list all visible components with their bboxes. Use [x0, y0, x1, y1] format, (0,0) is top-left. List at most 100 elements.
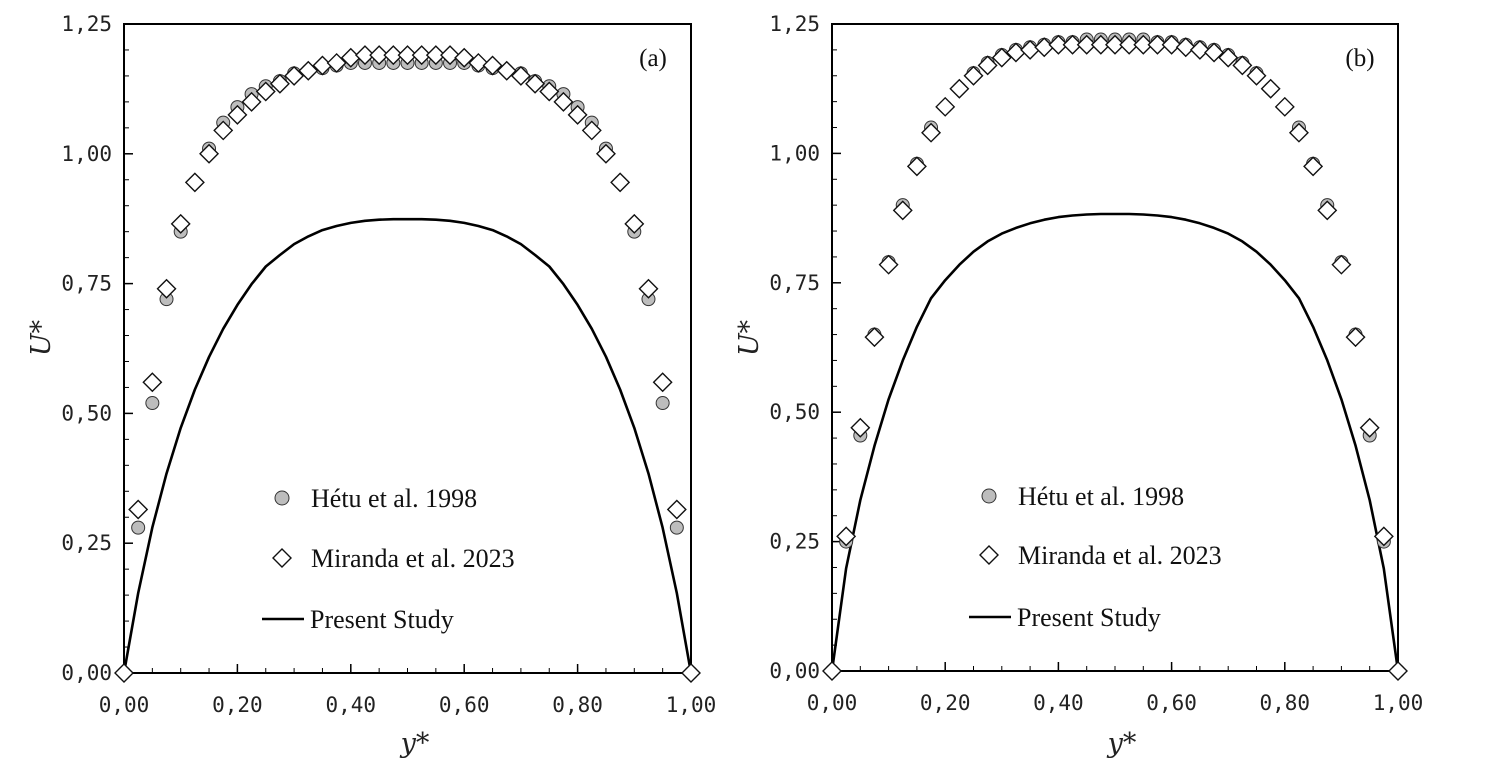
series-line-present-study [830, 212, 1400, 672]
data-point-miranda [1359, 417, 1380, 438]
y-tick-label: 0,50 [61, 401, 112, 425]
data-point-miranda [1218, 47, 1239, 68]
data-point-miranda [595, 143, 616, 164]
data-point-miranda [822, 661, 842, 681]
data-point-miranda [1105, 34, 1125, 55]
data-point-miranda [525, 73, 546, 94]
data-point-miranda [539, 81, 560, 102]
data-point-miranda [1317, 200, 1338, 221]
data-point-miranda [1204, 42, 1225, 63]
y-tick-label: 0,00 [769, 659, 820, 683]
data-point-miranda [170, 213, 191, 234]
data-point-miranda [1076, 34, 1097, 55]
y-axis-title: U* [734, 319, 765, 356]
data-point-miranda [921, 122, 942, 143]
series-line-present-study [122, 217, 693, 674]
data-point-miranda [510, 65, 531, 86]
data-point-miranda [269, 73, 290, 94]
chart-panel-a: 0,00 0,25 0,50 0,75 1,00 1,25 0,00 0,20 0,40 0,60… [26, 12, 716, 759]
data-point-hetu [131, 520, 146, 535]
y-tick-label: 1,25 [769, 12, 820, 36]
data-point-miranda [1232, 55, 1253, 76]
x-tick-label: 0,80 [552, 693, 603, 717]
data-point-miranda [496, 60, 517, 81]
data-point-miranda [1090, 34, 1111, 55]
legend-label: Miranda et al. 2023 [1018, 541, 1222, 570]
data-point-miranda [227, 104, 248, 125]
data-point-miranda [864, 327, 885, 348]
data-point-miranda [1388, 661, 1408, 681]
x-tick-label: 0,60 [1146, 691, 1197, 715]
data-point-miranda [255, 81, 276, 102]
data-point-miranda [425, 45, 446, 66]
data-point-miranda [1175, 37, 1196, 58]
data-point-miranda [383, 45, 404, 66]
data-point-miranda [1373, 526, 1394, 547]
y-tick-label: 1,25 [61, 12, 112, 36]
legend-marker-hetu [274, 490, 290, 506]
x-tick-label: 0,60 [439, 693, 490, 717]
legend-label: Present Study [1017, 603, 1161, 632]
data-point-miranda [1147, 34, 1168, 55]
y-tick-label: 1,00 [769, 141, 820, 165]
x-tick-label: 0,00 [99, 693, 150, 717]
x-tick-label: 1,00 [666, 693, 717, 717]
data-point-hetu [655, 396, 670, 411]
legend-label: Hétu et al. 1998 [1018, 482, 1184, 511]
data-point-miranda [397, 45, 418, 66]
legend-label: Miranda et al. 2023 [311, 544, 515, 573]
data-point-miranda [1048, 34, 1069, 55]
data-point-miranda [1119, 34, 1140, 55]
data-point-miranda [440, 45, 461, 66]
data-point-miranda [1288, 122, 1309, 143]
plot-frame [123, 23, 692, 674]
data-point-miranda [1303, 156, 1324, 177]
y-tick-label: 0,75 [61, 272, 112, 296]
panel-label: (a) [639, 45, 667, 72]
data-point-miranda [1246, 65, 1267, 86]
legend-marker-miranda [979, 545, 999, 565]
data-point-miranda [128, 499, 149, 520]
data-point-miranda [991, 47, 1012, 68]
data-point-miranda [681, 663, 701, 683]
plot-frame [831, 23, 1399, 672]
data-point-miranda [892, 200, 913, 221]
data-point-miranda [1034, 37, 1055, 58]
data-point-miranda [963, 65, 984, 86]
data-point-miranda [114, 663, 134, 683]
data-point-miranda [1345, 327, 1366, 348]
data-point-miranda [977, 55, 998, 76]
y-tick-label: 0,25 [769, 530, 820, 554]
y-tick-label: 0,50 [769, 400, 820, 424]
legend: Hétu et al. 1998 Miranda et al. 2023 Prese… [262, 484, 515, 634]
data-point-miranda [567, 104, 588, 125]
data-point-miranda [906, 156, 927, 177]
chart-panel-b: 0,00 0,25 0,50 0,75 1,00 1,25 0,00 0,20 0,40 0,60… [734, 12, 1423, 759]
data-point-miranda [553, 91, 574, 112]
x-tick-label: 1,00 [1373, 691, 1424, 715]
x-tick-label: 0,20 [212, 693, 263, 717]
data-point-miranda [638, 278, 659, 299]
y-axis-title: U* [26, 319, 57, 356]
x-axis-title: y* [1107, 728, 1137, 759]
x-tick-label: 0,40 [326, 693, 377, 717]
data-point-miranda [454, 47, 475, 68]
data-point-miranda [1062, 34, 1083, 55]
legend-marker-hetu [981, 488, 997, 504]
y-tick-label: 0,25 [61, 531, 112, 555]
data-point-miranda [354, 45, 375, 66]
data-point-miranda [241, 91, 262, 112]
data-point-miranda [199, 143, 220, 164]
data-point-miranda [1274, 96, 1295, 117]
data-point-hetu [669, 520, 684, 535]
data-point-miranda [1133, 34, 1154, 55]
x-tick-label: 0,80 [1260, 691, 1311, 715]
data-point-miranda [624, 213, 645, 234]
data-point-miranda [482, 55, 503, 76]
x-tick-label: 0,40 [1033, 691, 1084, 715]
data-point-miranda [935, 96, 956, 117]
y-tick-label: 1,00 [61, 142, 112, 166]
data-point-miranda [284, 65, 305, 86]
data-point-miranda [326, 52, 347, 73]
